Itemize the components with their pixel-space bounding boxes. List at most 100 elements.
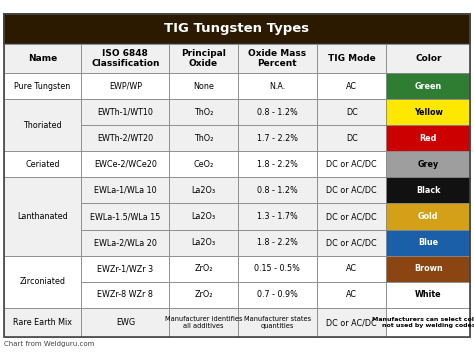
Text: ThO₂: ThO₂: [194, 134, 213, 143]
Bar: [317, 203, 386, 230]
Bar: [237, 256, 317, 282]
Text: Manufacturers can select colors
not used by welding codes: Manufacturers can select colors not used…: [372, 317, 474, 328]
Bar: [386, 282, 470, 308]
Bar: [317, 44, 386, 73]
Bar: [4, 256, 82, 308]
Text: EWG: EWG: [116, 318, 135, 327]
Bar: [82, 256, 169, 282]
Bar: [169, 125, 237, 151]
Bar: [237, 282, 317, 308]
Bar: [317, 151, 386, 177]
Bar: [237, 151, 317, 177]
Text: Brown: Brown: [414, 264, 443, 273]
Bar: [82, 203, 169, 230]
Text: DC: DC: [346, 134, 358, 143]
Text: Oxide Mass
Percent: Oxide Mass Percent: [248, 49, 306, 68]
Text: La2O₃: La2O₃: [191, 238, 216, 247]
Bar: [386, 44, 470, 73]
Text: Green: Green: [415, 82, 442, 91]
Text: La2O₃: La2O₃: [191, 212, 216, 221]
Bar: [317, 125, 386, 151]
Bar: [317, 308, 386, 337]
Bar: [82, 73, 169, 99]
Bar: [82, 230, 169, 256]
Text: Color: Color: [415, 54, 442, 63]
Bar: [317, 99, 386, 125]
Text: EWTh-1/WT10: EWTh-1/WT10: [98, 108, 153, 117]
Text: TIG Mode: TIG Mode: [328, 54, 375, 63]
Text: Lanthanated: Lanthanated: [17, 212, 68, 221]
Bar: [82, 44, 169, 73]
Text: Pure Tungsten: Pure Tungsten: [14, 82, 71, 91]
Bar: [82, 177, 169, 203]
Bar: [386, 230, 470, 256]
Bar: [169, 177, 237, 203]
Text: Yellow: Yellow: [414, 108, 443, 117]
Bar: [169, 230, 237, 256]
Text: Blue: Blue: [418, 238, 438, 247]
Text: Red: Red: [419, 134, 437, 143]
Text: Thoriated: Thoriated: [23, 121, 62, 130]
Bar: [4, 14, 470, 44]
Bar: [169, 99, 237, 125]
Text: EWCe-2/WCe20: EWCe-2/WCe20: [94, 160, 157, 169]
Bar: [237, 125, 317, 151]
Bar: [4, 99, 82, 151]
Text: None: None: [193, 82, 214, 91]
Text: TIG Tungsten Types: TIG Tungsten Types: [164, 22, 310, 35]
Text: Black: Black: [416, 186, 440, 195]
Text: ZrO₂: ZrO₂: [194, 290, 213, 299]
Bar: [169, 151, 237, 177]
Text: Manufacturer identifies
all additives: Manufacturer identifies all additives: [164, 316, 242, 329]
Text: EWLa-2/WLa 20: EWLa-2/WLa 20: [94, 238, 157, 247]
Text: 0.7 - 0.9%: 0.7 - 0.9%: [257, 290, 298, 299]
Text: ThO₂: ThO₂: [194, 108, 213, 117]
Text: EWP/WP: EWP/WP: [109, 82, 142, 91]
Bar: [169, 256, 237, 282]
Bar: [82, 125, 169, 151]
Text: Chart from Weldguru.com: Chart from Weldguru.com: [4, 341, 94, 347]
Text: EWZr-8 WZr 8: EWZr-8 WZr 8: [98, 290, 153, 299]
Bar: [4, 73, 82, 99]
Bar: [386, 125, 470, 151]
Bar: [317, 73, 386, 99]
Bar: [82, 99, 169, 125]
Text: Grey: Grey: [418, 160, 439, 169]
Text: DC or AC/DC: DC or AC/DC: [327, 160, 377, 169]
Text: Principal
Oxide: Principal Oxide: [181, 49, 226, 68]
Bar: [317, 282, 386, 308]
Bar: [386, 73, 470, 99]
Text: La2O₃: La2O₃: [191, 186, 216, 195]
Text: DC or AC/DC: DC or AC/DC: [327, 318, 377, 327]
Text: 1.8 - 2.2%: 1.8 - 2.2%: [257, 160, 298, 169]
Bar: [169, 308, 237, 337]
Bar: [4, 44, 82, 73]
Bar: [386, 256, 470, 282]
Bar: [386, 203, 470, 230]
Text: 1.7 - 2.2%: 1.7 - 2.2%: [257, 134, 298, 143]
Text: Rare Earth Mix: Rare Earth Mix: [13, 318, 72, 327]
Bar: [169, 282, 237, 308]
Text: EWTh-2/WT20: EWTh-2/WT20: [97, 134, 154, 143]
Text: AC: AC: [346, 264, 357, 273]
Text: AC: AC: [346, 82, 357, 91]
Bar: [386, 177, 470, 203]
Bar: [237, 230, 317, 256]
Bar: [386, 99, 470, 125]
Text: 0.8 - 1.2%: 0.8 - 1.2%: [257, 108, 298, 117]
Text: AC: AC: [346, 290, 357, 299]
Text: 1.8 - 2.2%: 1.8 - 2.2%: [257, 238, 298, 247]
Bar: [4, 177, 82, 256]
Text: DC or AC/DC: DC or AC/DC: [327, 238, 377, 247]
Bar: [82, 151, 169, 177]
Text: Ceriated: Ceriated: [25, 160, 60, 169]
Bar: [4, 151, 82, 177]
Bar: [82, 282, 169, 308]
Bar: [317, 177, 386, 203]
Text: DC: DC: [346, 108, 358, 117]
Text: ZrO₂: ZrO₂: [194, 264, 213, 273]
Bar: [317, 256, 386, 282]
Bar: [237, 44, 317, 73]
Text: EWLa-1.5/WLa 15: EWLa-1.5/WLa 15: [90, 212, 161, 221]
Bar: [317, 230, 386, 256]
